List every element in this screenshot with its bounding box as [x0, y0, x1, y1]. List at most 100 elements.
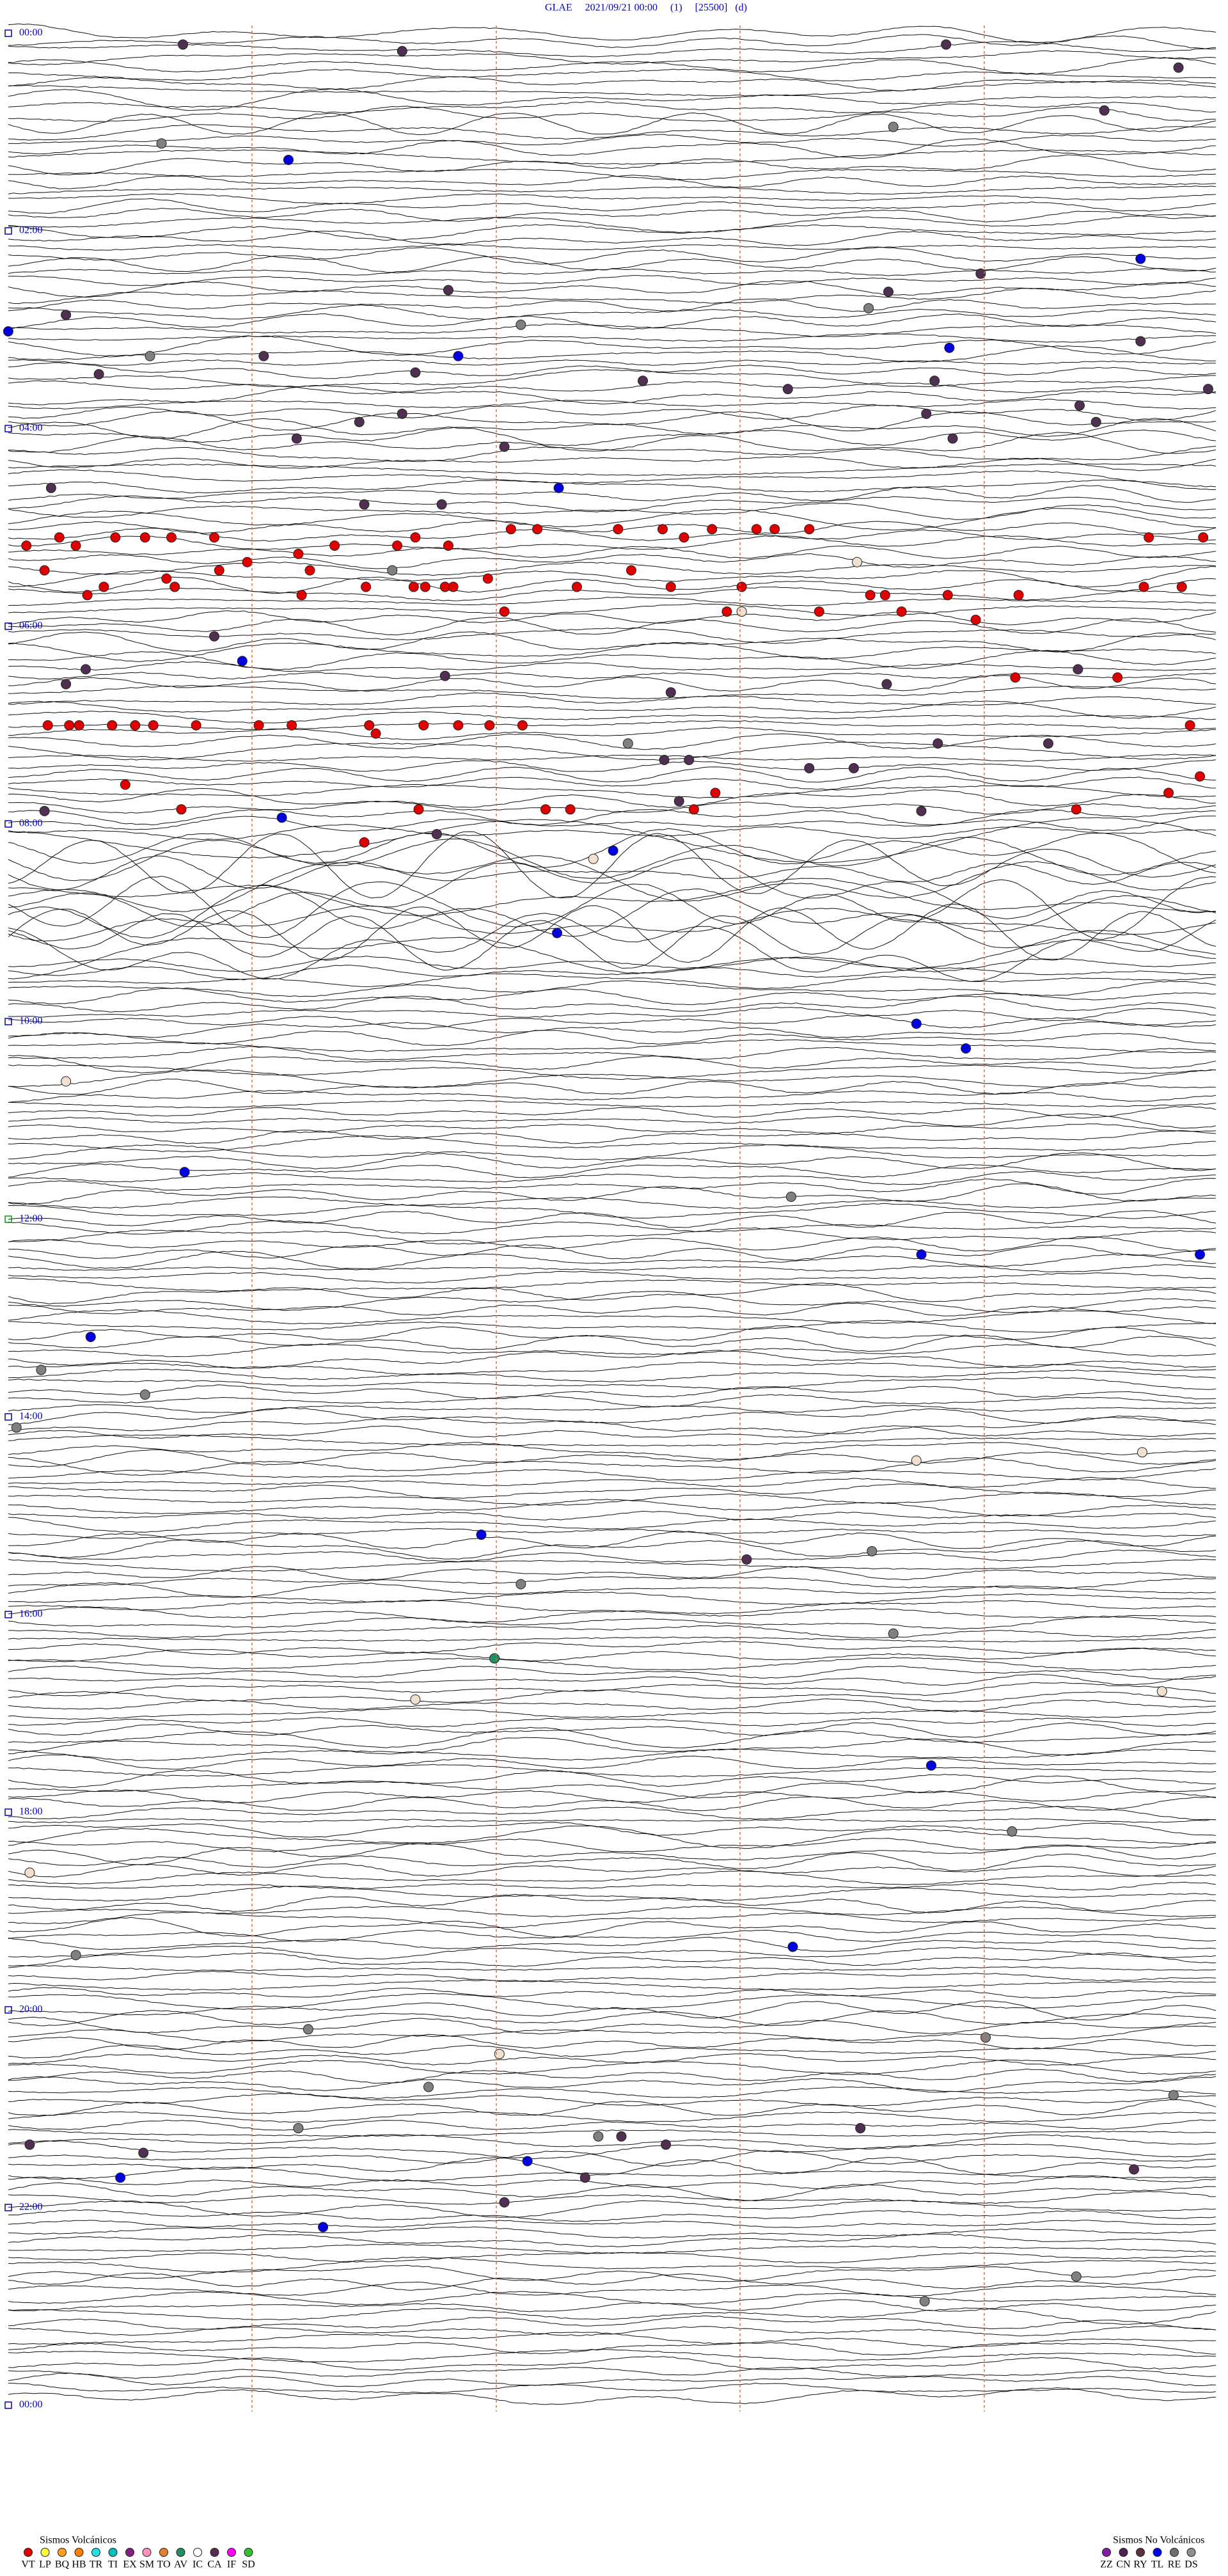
event-mark — [1010, 672, 1021, 683]
trace — [8, 1796, 1216, 1812]
trace — [8, 1449, 1216, 1468]
legend-code: TI — [108, 2559, 118, 2570]
event-mark — [921, 408, 932, 419]
trace — [8, 207, 1216, 223]
trace — [8, 446, 1216, 462]
trace — [8, 1657, 1216, 1671]
event-marks — [3, 39, 1213, 2307]
legend-code: TO — [157, 2559, 170, 2570]
trace — [8, 2025, 1216, 2043]
event-mark — [552, 928, 563, 938]
trace — [8, 837, 1216, 881]
trace — [8, 1079, 1216, 1095]
legend-code: ZZ — [1100, 2559, 1113, 2570]
trace — [8, 224, 1216, 241]
event-mark — [443, 540, 453, 551]
event-mark — [329, 540, 340, 551]
legend-code: RY — [1133, 2559, 1147, 2570]
event-mark — [410, 1694, 421, 1705]
trace — [8, 1270, 1216, 1284]
event-mark — [3, 326, 13, 336]
event-mark — [166, 532, 177, 543]
trace — [8, 545, 1216, 559]
trace — [8, 1492, 1216, 1506]
event-mark — [571, 581, 582, 592]
event-mark — [499, 606, 510, 617]
time-label: 00:00 — [19, 2399, 42, 2410]
legend-dot — [74, 2548, 84, 2557]
trace — [8, 1384, 1216, 1400]
time-marker — [4, 1611, 12, 1618]
trace — [8, 88, 1216, 111]
legend-dot — [91, 2548, 100, 2557]
trace — [8, 565, 1216, 588]
event-mark — [70, 540, 81, 551]
trace — [8, 857, 1216, 928]
event-mark — [1156, 1686, 1167, 1697]
trace — [8, 1727, 1216, 1749]
event-mark — [751, 524, 762, 535]
trace — [8, 1236, 1216, 1252]
trace — [8, 2299, 1216, 2312]
trace — [8, 149, 1216, 165]
trace — [8, 1006, 1216, 1022]
legend-title: Sismos Volcánicos — [40, 2535, 116, 2546]
trace — [8, 369, 1216, 388]
event-mark — [888, 122, 899, 132]
time-label: 20:00 — [19, 2004, 42, 2015]
event-mark — [420, 581, 430, 592]
trace — [8, 304, 1216, 320]
legend-dot — [142, 2548, 152, 2557]
trace — [8, 410, 1216, 432]
trace — [8, 76, 1216, 91]
event-mark — [138, 2147, 149, 2158]
event-mark — [881, 679, 892, 690]
event-mark — [303, 2024, 313, 2035]
trace — [8, 1309, 1216, 1325]
trace — [8, 1582, 1216, 1599]
event-mark — [489, 1653, 500, 1664]
trace — [8, 913, 1216, 971]
event-mark — [804, 524, 815, 535]
trace — [8, 720, 1216, 731]
trace — [8, 684, 1216, 699]
trace — [8, 1135, 1216, 1153]
trace — [8, 1434, 1216, 1447]
event-mark — [156, 138, 167, 149]
trace — [8, 1264, 1216, 1272]
trace — [8, 1665, 1216, 1680]
trace — [8, 1334, 1216, 1352]
trace — [8, 520, 1216, 535]
trace — [8, 711, 1216, 723]
trace — [8, 2233, 1216, 2247]
event-mark — [476, 1529, 487, 1540]
event-mark — [287, 720, 297, 731]
event-mark — [517, 720, 528, 731]
trace — [8, 816, 1216, 832]
event-mark — [359, 837, 370, 848]
trace — [8, 2068, 1216, 2084]
event-mark — [139, 532, 150, 543]
event-mark — [721, 606, 732, 617]
trace — [8, 1477, 1216, 1489]
event-mark — [39, 565, 50, 576]
legend-code: LP — [39, 2559, 51, 2570]
event-mark — [293, 2122, 304, 2133]
trace — [8, 2367, 1216, 2379]
trace — [8, 463, 1216, 476]
trace — [8, 2059, 1216, 2075]
trace — [8, 124, 1216, 141]
legend-code: RE — [1168, 2559, 1181, 2570]
trace — [8, 1220, 1216, 1235]
event-mark — [191, 720, 201, 731]
trace — [8, 903, 1216, 963]
event-mark — [883, 287, 894, 297]
trace — [8, 455, 1216, 471]
event-mark — [64, 720, 75, 731]
event-mark — [616, 2131, 627, 2142]
event-mark — [942, 590, 953, 601]
legend-dot — [193, 2548, 202, 2557]
event-mark — [291, 433, 302, 444]
event-mark — [179, 1167, 190, 1178]
